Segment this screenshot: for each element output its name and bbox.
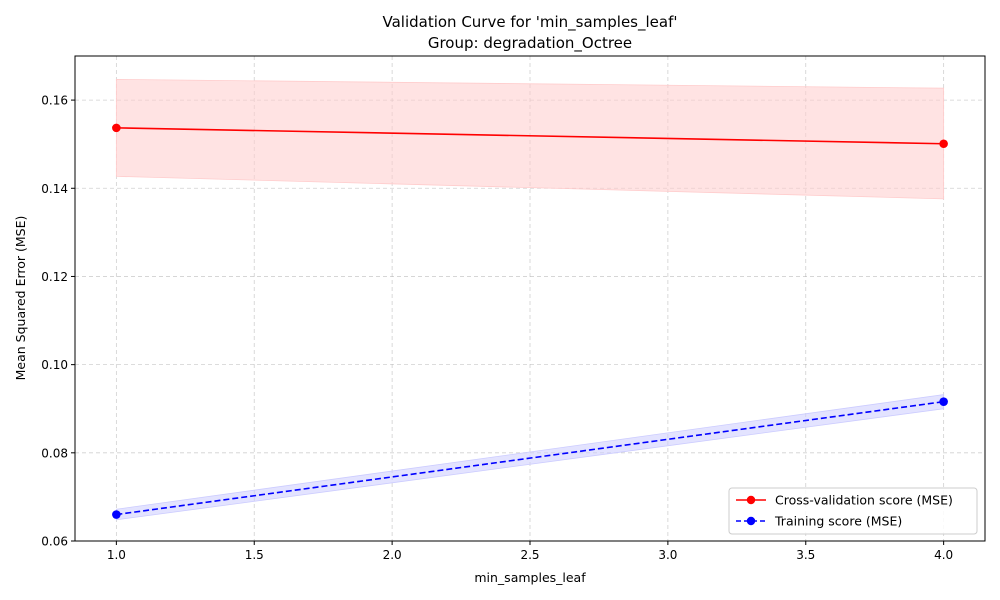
point-cv xyxy=(112,123,121,133)
legend-label-cv: Cross-validation score (MSE) xyxy=(775,493,953,508)
y-tick-label: 0.12 xyxy=(41,270,68,284)
legend: Cross-validation score (MSE) Training sc… xyxy=(728,487,978,535)
x-axis-label: min_samples_leaf xyxy=(474,570,586,585)
chart-title: Validation Curve for 'min_samples_leaf' xyxy=(382,13,677,32)
series-lines xyxy=(116,127,944,516)
band-cv xyxy=(115,78,945,200)
x-tick-label: 4.0 xyxy=(934,548,953,562)
confidence-bands xyxy=(115,78,945,521)
x-tick-label: 3.5 xyxy=(796,548,815,562)
chart-subtitle: Group: degradation_Octree xyxy=(428,34,632,53)
line-cv xyxy=(116,127,944,145)
y-axis-ticks: 0.06 0.08 0.10 0.12 0.14 0.16 xyxy=(41,94,75,549)
line-training xyxy=(116,400,944,516)
legend-box xyxy=(728,487,978,535)
y-axis-label: Mean Squared Error (MSE) xyxy=(13,216,28,381)
point-training xyxy=(939,397,948,406)
y-tick-label: 0.14 xyxy=(41,182,68,196)
y-tick-label: 0.06 xyxy=(41,535,68,549)
y-tick-label: 0.08 xyxy=(41,446,68,460)
legend-marker-training xyxy=(746,516,756,526)
point-training xyxy=(112,510,121,519)
series-markers xyxy=(112,123,948,519)
point-cv xyxy=(939,139,948,149)
x-tick-label: 1.0 xyxy=(107,548,126,562)
legend-marker-cv xyxy=(746,495,756,505)
y-tick-label: 0.16 xyxy=(41,94,68,108)
legend-label-training: Training score (MSE) xyxy=(774,514,902,529)
y-tick-label: 0.10 xyxy=(41,358,68,372)
x-axis-ticks: 1.0 1.5 2.0 2.5 3.0 3.5 4.0 xyxy=(107,541,953,562)
x-tick-label: 2.0 xyxy=(383,548,402,562)
x-tick-label: 1.5 xyxy=(245,548,264,562)
x-tick-label: 2.5 xyxy=(520,548,539,562)
x-tick-label: 3.0 xyxy=(658,548,677,562)
